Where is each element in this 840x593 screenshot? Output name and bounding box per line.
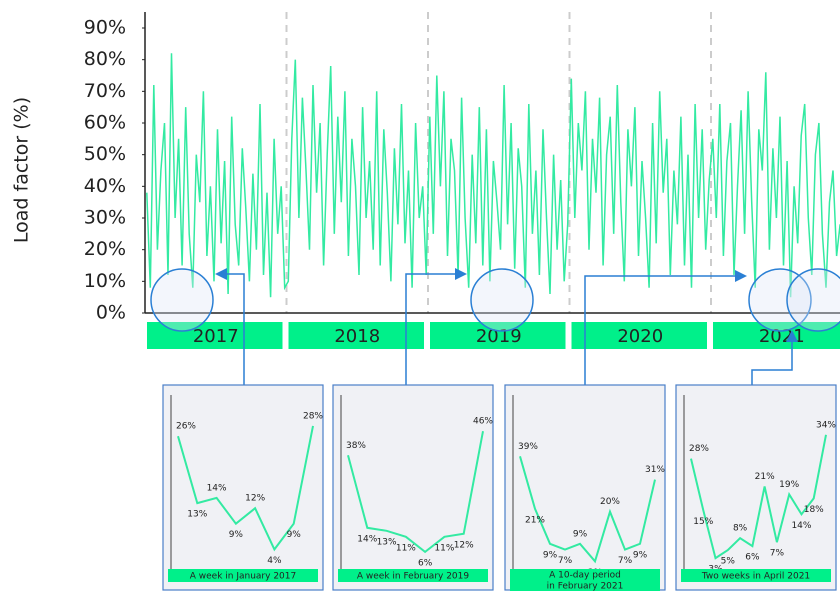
y-tick-label: 80% bbox=[84, 48, 126, 70]
inset-frame bbox=[504, 384, 666, 591]
inset-value-label: 14% bbox=[791, 521, 811, 531]
inset-caption-box bbox=[338, 569, 488, 582]
inset-value-label: 9% bbox=[573, 529, 588, 539]
year-label: 2017 bbox=[193, 326, 239, 347]
load-factor-line bbox=[146, 53, 840, 298]
inset-value-label: 6% bbox=[745, 553, 760, 563]
inset: 39%21%9%7%9%3%20%7%9%31%A 10-day periodi… bbox=[504, 384, 666, 592]
inset: 28%15%3%5%8%6%21%7%19%14%18%34%Two weeks… bbox=[675, 384, 837, 591]
inset-value-label: 18% bbox=[804, 505, 824, 515]
inset-line bbox=[347, 431, 484, 554]
inset-frame bbox=[332, 384, 494, 591]
inset-value-label: 5% bbox=[721, 557, 736, 567]
year-box bbox=[288, 322, 424, 349]
inset-value-label: 46% bbox=[473, 417, 493, 427]
inset-value-label: 28% bbox=[303, 411, 323, 421]
inset-value-label: 7% bbox=[558, 556, 573, 566]
y-tick-label: 60% bbox=[84, 112, 126, 134]
inset-value-label: 9% bbox=[287, 530, 302, 540]
inset-caption-box bbox=[168, 569, 318, 582]
y-tick-label: 40% bbox=[84, 175, 126, 197]
inset-value-label: 11% bbox=[396, 543, 416, 553]
inset-value-label: 14% bbox=[207, 483, 227, 493]
y-tick-label: 70% bbox=[84, 80, 126, 102]
inset-value-label: 7% bbox=[618, 556, 633, 566]
inset-frame bbox=[675, 384, 837, 591]
inset-value-label: 4% bbox=[267, 556, 282, 566]
insets: 26%13%14%9%12%4%9%28%A week in January 2… bbox=[162, 384, 837, 592]
y-tick-label: 0% bbox=[96, 302, 126, 324]
y-tick-label: 50% bbox=[84, 143, 126, 165]
inset-value-label: 15% bbox=[693, 517, 713, 527]
inset-value-label: 9% bbox=[633, 550, 648, 560]
inset-caption: A week in February 2019 bbox=[357, 572, 470, 582]
inset-value-label: 38% bbox=[346, 441, 366, 451]
year-box bbox=[430, 322, 566, 349]
inset-line bbox=[177, 425, 314, 552]
year-label: 2018 bbox=[334, 326, 380, 347]
main-plot: 2017 2018 2019 2020 20210%10%20%30%40%50%60%… bbox=[84, 12, 840, 349]
y-axis-label: Load factor (%) bbox=[11, 97, 33, 243]
y-tick-label: 30% bbox=[84, 207, 126, 229]
year-box bbox=[713, 322, 840, 349]
inset: 38%14% 13%11%6%11% 12%46%A week in Februar… bbox=[332, 384, 494, 591]
inset-value-label: 28% bbox=[689, 444, 709, 454]
inset-value-label: 21% bbox=[755, 472, 775, 482]
inset-caption-box bbox=[681, 569, 831, 582]
inset-frame bbox=[162, 384, 324, 591]
inset-caption-box bbox=[510, 569, 660, 591]
inset-caption: A 10-day period bbox=[549, 571, 621, 581]
inset-value-label: 34% bbox=[816, 420, 836, 430]
inset-value-label: 13% bbox=[187, 510, 207, 520]
inset-value-label: 14% bbox=[357, 534, 377, 544]
inset-value-label: 21% bbox=[525, 515, 545, 525]
year-label: 2020 bbox=[617, 326, 663, 347]
inset-value-label: 39% bbox=[518, 442, 538, 452]
year-box bbox=[147, 322, 283, 349]
year-box bbox=[571, 322, 707, 349]
inset-value-label: 8% bbox=[733, 524, 748, 534]
inset-caption: in February 2021 bbox=[547, 582, 624, 592]
inset-value-label: 26% bbox=[176, 422, 196, 432]
inset: 26% 13% 14% 9% 12% 4% 9% 28% A week in January 2… bbox=[162, 384, 324, 591]
inset-value-label: 11% bbox=[434, 543, 454, 553]
inset-value-label: 12% bbox=[245, 494, 265, 504]
inset-value-label: 7% bbox=[770, 549, 785, 559]
y-tick-label: 10% bbox=[84, 270, 126, 292]
inset-value-label: 19% bbox=[779, 480, 799, 490]
year-label: 2019 bbox=[476, 326, 522, 347]
connectors bbox=[150, 268, 840, 400]
inset-value-label: 12% bbox=[454, 540, 474, 550]
inset-value-label: 6% bbox=[418, 558, 433, 568]
inset-value-label: 9% bbox=[229, 530, 244, 540]
inset-value-label: 9% bbox=[543, 550, 558, 560]
inset-line bbox=[519, 456, 656, 564]
inset-caption: Two weeks in April 2021 bbox=[701, 572, 810, 582]
inset-line bbox=[690, 434, 827, 560]
y-tick-label: 20% bbox=[84, 238, 126, 260]
y-tick-label: 90% bbox=[84, 17, 126, 39]
inset-value-label: 13% bbox=[377, 537, 397, 547]
inset-value-label: 20% bbox=[600, 497, 620, 507]
inset-caption: A week in January 2017 bbox=[190, 572, 296, 582]
inset-value-label: 31% bbox=[645, 465, 665, 475]
